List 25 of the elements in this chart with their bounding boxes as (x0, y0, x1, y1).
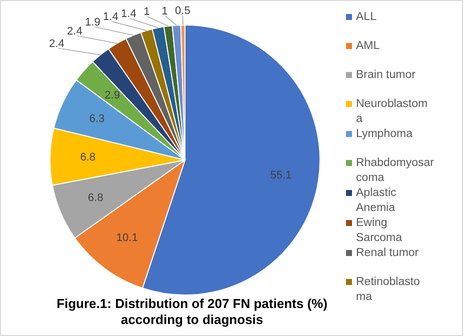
legend-label: Ewing Sarcoma (356, 217, 403, 244)
data-label: 2.4 (49, 38, 64, 50)
legend-label: Neuroblastoma (356, 98, 428, 125)
data-label: 6.8 (80, 152, 96, 164)
data-label: 0.5 (175, 5, 190, 18)
data-label: 2.4 (67, 25, 82, 38)
data-label: 10.1 (116, 232, 138, 244)
data-label: 1 (162, 5, 168, 18)
legend-label: Aplastic Anemia (356, 187, 397, 214)
data-label: 6.8 (88, 192, 104, 204)
data-label: 55.1 (270, 170, 292, 182)
data-label: 1.9 (85, 16, 100, 28)
legend-label: Brain tumor (356, 69, 416, 81)
legend-label: Retinoblastoma (356, 276, 420, 303)
data-label: 2.9 (104, 89, 120, 102)
data-label: 6.3 (89, 112, 105, 125)
data-label: 1 (144, 6, 150, 18)
data-label: 1.4 (121, 8, 136, 20)
legend-label: ALL (356, 11, 378, 23)
legend-label: Rhabdomyosarcoma (356, 157, 434, 184)
legend-label: Renal tumor (356, 247, 419, 259)
legend-label: Lymphoma (356, 128, 414, 140)
legend-label: AML (356, 40, 380, 52)
data-label: 1.4 (103, 11, 118, 24)
text: Figure.1: Distribution of 207 FN patients (%) according to diagnosis (56, 296, 328, 327)
